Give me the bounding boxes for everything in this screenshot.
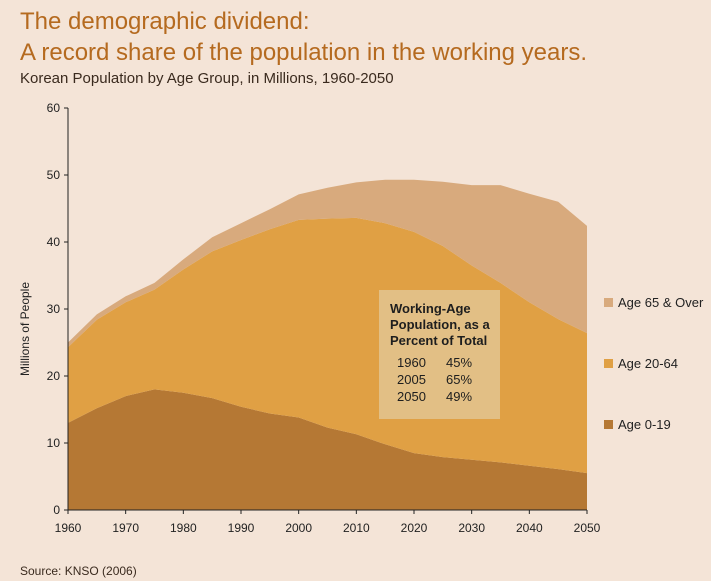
y-tick-label: 20	[47, 369, 61, 383]
annotation-year: 1960	[397, 355, 426, 370]
x-tick-label: 2050	[574, 521, 601, 535]
chart-subtitle: Korean Population by Age Group, in Milli…	[20, 70, 394, 87]
y-tick-label: 40	[47, 235, 61, 249]
legend-swatch-age-0-19	[604, 420, 613, 429]
annotation-heading-line: Working-Age	[390, 301, 471, 316]
annotation-heading-line: Percent of Total	[390, 333, 487, 348]
annotation-year: 2050	[397, 389, 426, 404]
y-tick-label: 60	[47, 101, 61, 115]
annotation-year: 2005	[397, 372, 426, 387]
legend-label-age-0-19: Age 0-19	[618, 417, 671, 432]
legend-swatch-age-20-64	[604, 359, 613, 368]
x-tick-label: 1960	[55, 521, 82, 535]
annotation-percent: 49%	[446, 389, 472, 404]
legend-label-age-20-64: Age 20-64	[618, 356, 678, 371]
x-tick-label: 2000	[285, 521, 312, 535]
legend-swatch-age-65-over	[604, 298, 613, 307]
x-tick-label: 2030	[458, 521, 485, 535]
y-tick-label: 10	[47, 436, 61, 450]
x-tick-label: 2040	[516, 521, 543, 535]
source-note: Source: KNSO (2006)	[20, 564, 137, 578]
area-age-65-over	[68, 179, 587, 348]
x-tick-label: 1990	[228, 521, 255, 535]
area-age-0-19	[68, 389, 587, 510]
chart-title: The demographic dividend: A record share…	[20, 6, 700, 68]
legend-label-age-65-over: Age 65 & Over	[618, 295, 704, 310]
annotation-percent: 45%	[446, 355, 472, 370]
x-tick-label: 1970	[112, 521, 139, 535]
x-tick-label: 2020	[401, 521, 428, 535]
x-tick-label: 1980	[170, 521, 197, 535]
title-line-2: A record share of the population in the …	[20, 39, 587, 66]
y-tick-label: 30	[47, 302, 61, 316]
y-tick-label: 0	[53, 503, 60, 517]
annotation-heading-line: Population, as a	[390, 317, 490, 332]
y-axis-label: Millions of People	[18, 282, 32, 376]
annotation-box	[379, 290, 500, 419]
title-line-1: The demographic dividend:	[20, 8, 310, 35]
annotation-percent: 65%	[446, 372, 472, 387]
x-tick-label: 2010	[343, 521, 370, 535]
y-tick-label: 50	[47, 168, 61, 182]
